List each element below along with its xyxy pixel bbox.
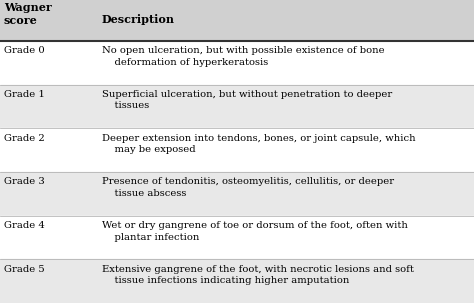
Text: Extensive gangrene of the foot, with necrotic lesions and soft
    tissue infect: Extensive gangrene of the foot, with nec… xyxy=(102,265,414,285)
Text: Description: Description xyxy=(102,14,175,25)
Text: Grade 5: Grade 5 xyxy=(4,265,45,274)
Text: No open ulceration, but with possible existence of bone
    deformation of hyper: No open ulceration, but with possible ex… xyxy=(102,46,384,67)
Bar xyxy=(0,128,474,172)
Text: Grade 3: Grade 3 xyxy=(4,178,45,186)
Text: Grade 2: Grade 2 xyxy=(4,134,45,143)
Text: Presence of tendonitis, osteomyelitis, cellulitis, or deeper
    tissue abscess: Presence of tendonitis, osteomyelitis, c… xyxy=(102,178,394,198)
Bar xyxy=(0,216,474,259)
Text: Wagner
score: Wagner score xyxy=(4,2,52,26)
Bar xyxy=(0,41,474,85)
Text: Grade 0: Grade 0 xyxy=(4,46,45,55)
Text: Deeper extension into tendons, bones, or joint capsule, which
    may be exposed: Deeper extension into tendons, bones, or… xyxy=(102,134,416,154)
Bar xyxy=(0,85,474,128)
Bar xyxy=(0,259,474,303)
Bar xyxy=(0,172,474,216)
Text: Grade 4: Grade 4 xyxy=(4,221,45,230)
Bar xyxy=(0,0,474,41)
Text: Superficial ulceration, but without penetration to deeper
    tissues: Superficial ulceration, but without pene… xyxy=(102,90,392,111)
Text: Wet or dry gangrene of toe or dorsum of the foot, often with
    plantar infecti: Wet or dry gangrene of toe or dorsum of … xyxy=(102,221,408,241)
Text: Grade 1: Grade 1 xyxy=(4,90,45,99)
